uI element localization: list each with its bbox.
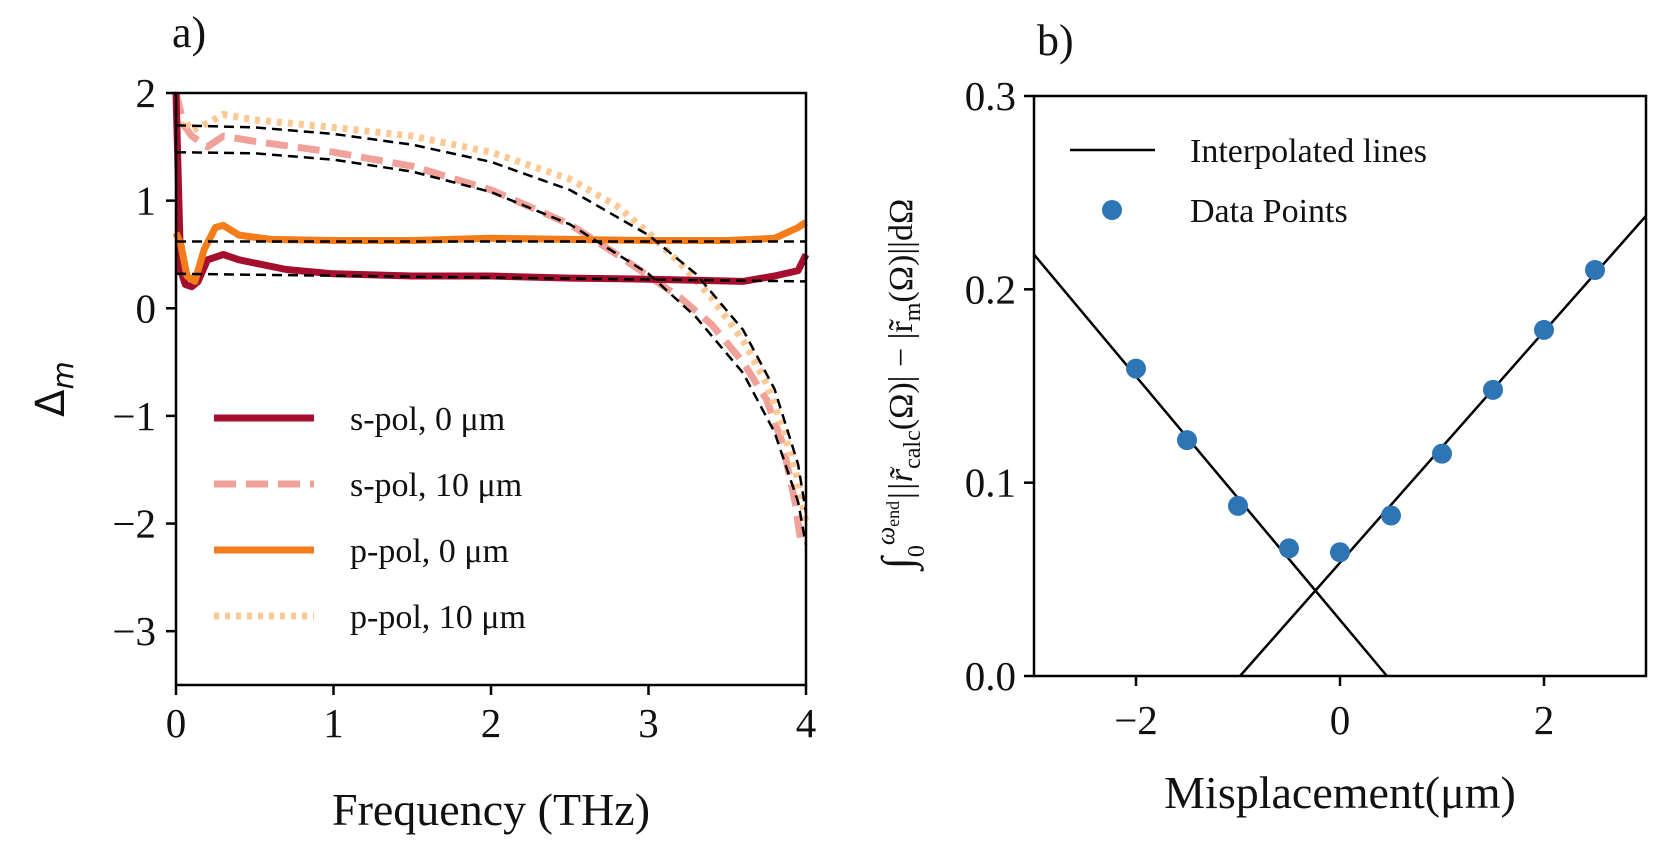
y-tick-label: 1	[136, 178, 157, 224]
data-point	[1534, 319, 1554, 340]
panel-a-ylabel-sub: m	[46, 361, 80, 389]
legend-label: s-pol, 0 μm	[350, 401, 505, 438]
data-point	[1585, 260, 1605, 280]
panel-b-ylabel: ∫0ωend||r̃calc(Ω)| − |r̃m(Ω)||dΩ	[871, 199, 930, 572]
legend-label: p-pol, 10 μm	[350, 599, 526, 636]
y-tick-label: 0.3	[965, 73, 1016, 119]
y-tick-label: −3	[112, 608, 156, 654]
fit-p-pol-10	[175, 124, 808, 514]
y-tick-label: 2	[136, 70, 157, 116]
panel-a-legend: s-pol, 0 μm s-pol, 10 μm p-pol, 0 μm p-pol,…	[214, 401, 526, 636]
panel-b-plot-area	[1033, 215, 1647, 677]
series-line-s-pol-0-m	[172, 92, 810, 291]
x-tick-label: 2	[481, 700, 502, 746]
legend-label: Interpolated lines	[1190, 133, 1427, 170]
panel-a-frame	[174, 91, 808, 687]
y-tick-label: 0	[136, 285, 157, 331]
data-point	[1177, 430, 1197, 451]
legend-swatch-marker	[1102, 200, 1122, 220]
panel-a-ticks: 0 1 2 3 4 2 1 0 −1 −2 −3	[112, 70, 816, 746]
x-tick-label: 4	[796, 700, 817, 746]
data-point	[1279, 538, 1299, 559]
x-tick-label: 0	[1330, 697, 1351, 743]
panel-b: b) −2 0 20.00.10.20.3 Misplacement(μm) ∫0ω…	[871, 16, 1648, 818]
panel-b-ticks: −2 0 2 0.0 0.1 0.2 0.3	[965, 73, 1555, 743]
panel-b-frame	[1032, 94, 1648, 678]
panel-b-ylabel-sub1: calc	[900, 430, 926, 469]
x-tick-label: 2	[1534, 697, 1555, 743]
panel-b-ylabel-body1: ||r̃	[883, 466, 920, 501]
x-tick-label: 3	[638, 700, 659, 746]
panel-b-ylabel-sub2: m	[900, 302, 926, 321]
panel-a-ylabel: Δm	[28, 361, 80, 417]
data-point	[1126, 358, 1146, 379]
series-line-s-pol-10-m	[172, 92, 805, 546]
panel-b-ylabel-lower: 0	[904, 545, 930, 557]
panel-b-xlabel: Misplacement(μm)	[1164, 767, 1516, 818]
data-point	[1483, 379, 1503, 400]
panel-b-ylabel-upper: ω	[871, 527, 900, 545]
panel-b-ylabel-upper-sub: end	[883, 501, 903, 527]
fit-s-pol-0	[175, 272, 807, 283]
panel-b-label: b)	[1037, 16, 1074, 65]
x-tick-label: 1	[323, 700, 344, 746]
y-tick-label: 0.2	[965, 266, 1016, 312]
x-tick-label: −2	[1114, 697, 1158, 743]
panel-a: a) 0 1 2 3 4 2 1 0 −1 −2 −3 Frequency (THz) Δm s-p…	[28, 8, 816, 835]
panel-a-plot-area	[172, 92, 810, 546]
panel-a-xlabel: Frequency (THz)	[332, 784, 650, 835]
fit-s-pol-10	[175, 150, 808, 546]
legend-label: Data Points	[1190, 193, 1348, 230]
panel-a-ylabel-main: Δ	[28, 389, 74, 417]
data-point	[1381, 505, 1401, 526]
data-point	[1432, 443, 1452, 464]
legend-label: s-pol, 10 μm	[350, 467, 522, 504]
y-tick-label: −1	[112, 393, 156, 439]
panel-b-legend: Interpolated lines Data Points	[1070, 133, 1427, 230]
y-tick-label: 0.0	[965, 653, 1016, 699]
panel-a-label: a)	[172, 8, 206, 57]
y-tick-label: 0.1	[965, 460, 1016, 506]
x-tick-label: 0	[166, 700, 187, 746]
panel-b-ylabel-body2: (Ω)| − |r̃	[883, 318, 920, 430]
series-line-p-pol-10-m	[172, 111, 810, 525]
data-point	[1330, 542, 1350, 563]
panel-b-ylabel-body3: (Ω)||dΩ	[883, 199, 920, 303]
panel-b-ylabel-integral: ∫	[873, 554, 924, 572]
data-point	[1228, 495, 1248, 516]
series-line-p-pol-0-m	[172, 219, 808, 285]
y-tick-label: −2	[112, 501, 156, 547]
interpolated-line-1	[1033, 253, 1388, 677]
legend-label: p-pol, 0 μm	[350, 533, 509, 570]
